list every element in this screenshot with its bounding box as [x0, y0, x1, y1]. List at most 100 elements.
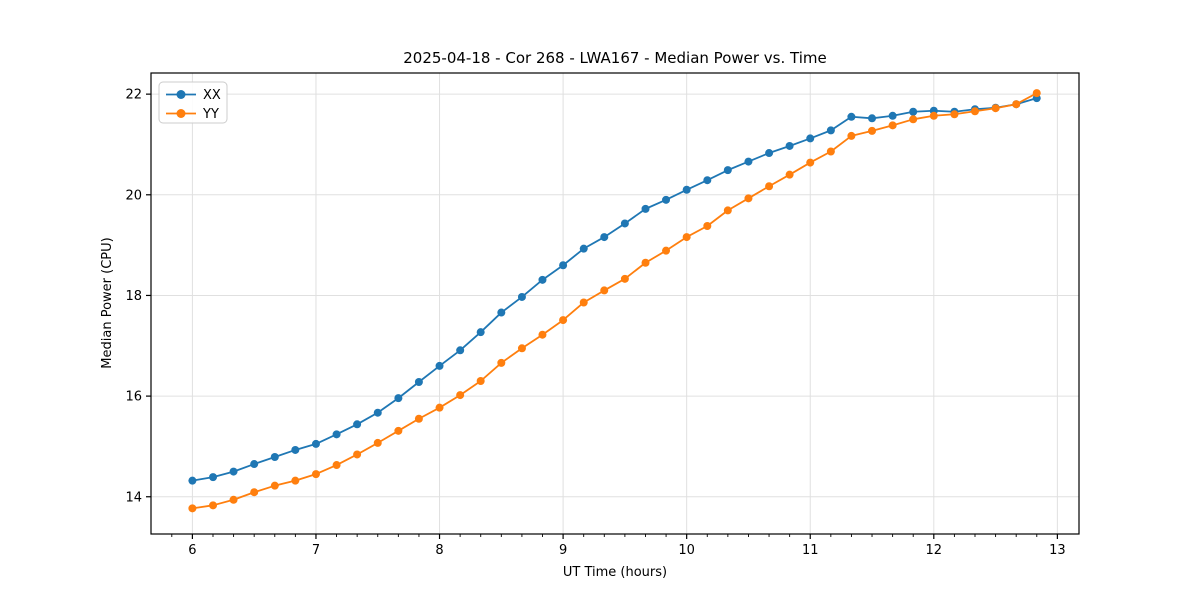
series-yy-marker	[847, 131, 856, 140]
series-xx-marker	[476, 328, 485, 337]
series-yy-marker	[456, 391, 465, 400]
y-tick-label: 14	[125, 490, 142, 505]
series-xx-marker	[373, 408, 382, 417]
series-yy-marker	[476, 377, 485, 386]
y-tick-label: 18	[125, 289, 142, 304]
series-xx-marker	[229, 467, 238, 476]
series-xx-marker	[456, 346, 465, 355]
series-xx-marker	[765, 149, 774, 158]
series-xx-marker	[909, 107, 918, 116]
series-xx-marker	[497, 308, 506, 317]
series-xx-marker	[620, 219, 629, 228]
series-yy-marker	[332, 461, 341, 470]
series-yy-marker	[1032, 89, 1041, 98]
series-xx-marker	[868, 114, 877, 123]
series-xx-marker	[353, 420, 362, 429]
y-tick-label: 16	[125, 390, 142, 405]
series-yy-marker	[929, 111, 938, 120]
legend-item-xx: XX	[203, 88, 221, 103]
series-xx-marker	[723, 166, 732, 175]
legend-sample-marker	[176, 90, 186, 99]
x-tick-label: 10	[678, 543, 695, 558]
y-tick-label: 22	[125, 88, 142, 103]
series-yy-marker	[538, 330, 547, 339]
x-axis-label: UT Time (hours)	[563, 565, 667, 580]
series-yy-marker	[435, 403, 444, 412]
series-yy-marker	[641, 258, 650, 267]
series-yy-marker	[620, 274, 629, 283]
series-yy-marker	[1012, 100, 1021, 109]
series-yy-marker	[703, 221, 712, 230]
series-yy-marker	[270, 481, 279, 490]
series-yy-marker	[723, 206, 732, 215]
series-yy-marker	[517, 344, 526, 353]
series-yy-marker	[909, 115, 918, 124]
series-xx-marker	[394, 394, 403, 403]
series-xx-marker	[579, 244, 588, 253]
series-yy-marker	[559, 316, 568, 325]
series-yy-marker	[888, 121, 897, 130]
series-yy-marker	[765, 182, 774, 191]
series-xx-marker	[600, 233, 609, 242]
series-xx-line	[192, 97, 1037, 482]
series-yy-marker	[414, 414, 423, 423]
series-yy-marker	[229, 495, 238, 504]
series-yy-marker	[209, 501, 218, 510]
y-axis-label: Median Power (CPU)	[100, 237, 115, 368]
series-xx-marker	[888, 111, 897, 120]
x-tick-label: 9	[559, 543, 567, 558]
series-xx-marker	[332, 430, 341, 439]
series-xx-marker	[209, 473, 218, 482]
chart-title: 2025-04-18 - Cor 268 - LWA167 - Median P…	[403, 49, 827, 67]
series-yy-marker	[744, 194, 753, 203]
x-tick-label: 7	[312, 543, 320, 558]
series-yy-marker	[188, 504, 197, 513]
x-tick-label: 8	[435, 543, 443, 558]
series-xx-marker	[311, 439, 320, 448]
series-xx-marker	[641, 204, 650, 213]
series-xx-marker	[188, 476, 197, 485]
series-xx-marker	[517, 292, 526, 301]
series-yy-marker	[497, 358, 506, 367]
series-yy-marker	[394, 426, 403, 435]
x-tick-label: 13	[1049, 543, 1066, 558]
series-yy-marker	[682, 233, 691, 242]
series-yy-marker	[950, 110, 959, 119]
series-xx-marker	[270, 452, 279, 461]
y-tick-label: 20	[125, 188, 142, 203]
series-yy-marker	[353, 450, 362, 459]
series-yy-marker	[868, 126, 877, 135]
series-xx-marker	[538, 275, 547, 284]
series-yy-marker	[991, 104, 1000, 113]
series-xx-marker	[806, 134, 815, 143]
x-tick-label: 11	[802, 543, 819, 558]
series-xx-marker	[662, 195, 671, 204]
series-xx-marker	[559, 261, 568, 270]
series-yy-marker	[970, 107, 979, 116]
series-yy-marker	[826, 147, 835, 156]
series-yy-marker	[600, 286, 609, 295]
series-yy-marker	[806, 158, 815, 167]
series-xx-marker	[414, 378, 423, 387]
series-xx-marker	[847, 112, 856, 121]
series-xx-marker	[682, 185, 691, 194]
series-yy-marker	[785, 170, 794, 179]
series-yy-marker	[291, 476, 300, 485]
series-yy-marker	[250, 488, 259, 497]
legend-sample-marker	[176, 109, 186, 118]
series-yy-marker	[579, 298, 588, 307]
plot-content: 6 7 8 9 10 11 12 13 14 16 18 20 22 XX YY	[125, 72, 1080, 558]
series-xx-marker	[826, 126, 835, 135]
axes-spines	[150, 72, 1080, 535]
series-xx-marker	[744, 157, 753, 166]
series-xx-marker	[785, 141, 794, 150]
series-yy-marker	[373, 438, 382, 447]
x-tick-label: 12	[926, 543, 943, 558]
series-yy-marker	[662, 246, 671, 255]
legend-item-yy: YY	[202, 107, 219, 122]
series-xx-marker	[703, 176, 712, 185]
x-tick-label: 6	[188, 543, 196, 558]
series-xx-marker	[435, 361, 444, 370]
series-xx-marker	[291, 445, 300, 454]
